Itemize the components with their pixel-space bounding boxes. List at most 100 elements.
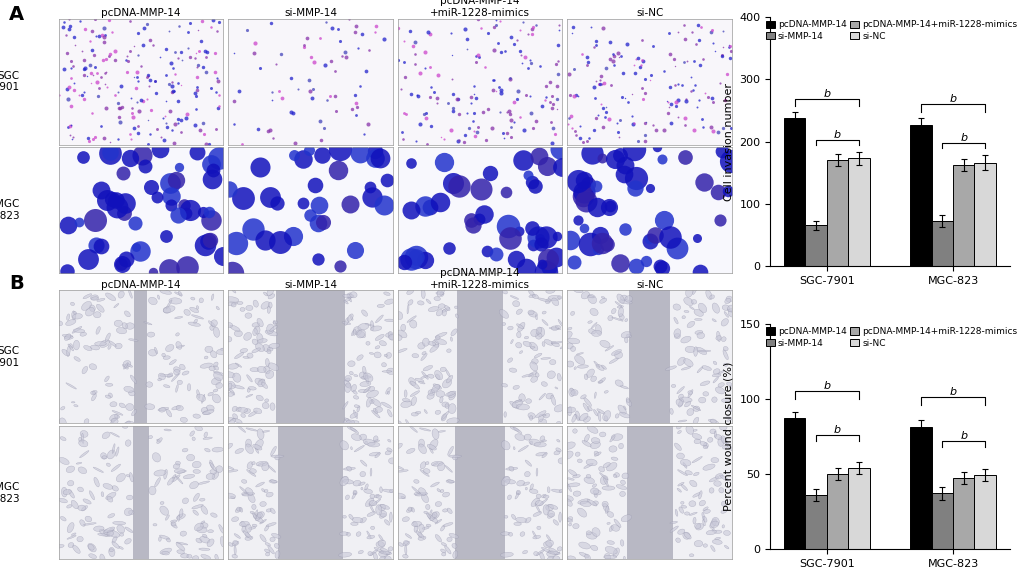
Point	[466, 127, 482, 136]
Ellipse shape	[385, 451, 391, 455]
Point	[195, 208, 211, 217]
Point	[549, 40, 566, 50]
Point	[96, 32, 112, 42]
Ellipse shape	[368, 386, 374, 391]
Point	[662, 99, 679, 108]
Ellipse shape	[603, 555, 616, 559]
Point	[582, 23, 598, 32]
Ellipse shape	[590, 442, 600, 449]
Ellipse shape	[435, 502, 441, 506]
Ellipse shape	[79, 451, 89, 458]
Point	[472, 185, 488, 194]
Ellipse shape	[92, 394, 96, 401]
Point	[689, 234, 705, 243]
Ellipse shape	[228, 543, 233, 546]
Ellipse shape	[271, 455, 283, 457]
Point	[611, 258, 628, 268]
Point	[548, 82, 565, 91]
Ellipse shape	[543, 413, 549, 418]
Ellipse shape	[190, 431, 195, 436]
Ellipse shape	[676, 453, 684, 459]
Ellipse shape	[514, 522, 521, 525]
Point	[687, 39, 703, 49]
Point	[559, 119, 576, 128]
Ellipse shape	[723, 545, 729, 549]
Ellipse shape	[406, 420, 409, 425]
Ellipse shape	[538, 414, 543, 421]
Ellipse shape	[226, 470, 237, 472]
Ellipse shape	[454, 306, 458, 309]
Ellipse shape	[693, 429, 697, 431]
Ellipse shape	[369, 452, 380, 456]
Ellipse shape	[67, 535, 76, 539]
Point	[561, 236, 578, 245]
Point	[541, 97, 557, 106]
Ellipse shape	[610, 350, 621, 355]
Ellipse shape	[128, 391, 135, 396]
Point	[699, 92, 715, 102]
Ellipse shape	[610, 308, 615, 314]
Ellipse shape	[173, 369, 180, 375]
Ellipse shape	[97, 298, 105, 301]
Ellipse shape	[225, 323, 232, 328]
Ellipse shape	[692, 434, 701, 439]
Ellipse shape	[603, 416, 607, 421]
Title: si-MMP-14: si-MMP-14	[283, 280, 336, 290]
Point	[412, 69, 428, 78]
Ellipse shape	[541, 381, 547, 386]
Ellipse shape	[599, 298, 606, 303]
Point	[139, 73, 155, 82]
Point	[457, 130, 473, 139]
Ellipse shape	[447, 480, 454, 483]
Point	[193, 37, 209, 46]
Point	[463, 98, 479, 108]
Ellipse shape	[354, 405, 359, 408]
Ellipse shape	[353, 410, 357, 418]
Ellipse shape	[729, 386, 733, 389]
Point	[129, 68, 146, 77]
Point	[592, 71, 608, 80]
Point	[88, 62, 104, 71]
Ellipse shape	[708, 477, 718, 482]
Point	[477, 135, 493, 144]
Ellipse shape	[201, 521, 205, 524]
Point	[626, 144, 642, 154]
Point	[167, 120, 183, 129]
Ellipse shape	[270, 537, 275, 542]
Ellipse shape	[180, 554, 189, 558]
Point	[553, 162, 570, 172]
Point	[316, 123, 332, 132]
Point	[118, 68, 135, 77]
Ellipse shape	[256, 461, 268, 466]
Point	[676, 120, 692, 129]
Point	[189, 62, 205, 71]
Bar	[277, 427, 343, 560]
Bar	[457, 290, 502, 423]
Ellipse shape	[592, 501, 598, 505]
Ellipse shape	[269, 480, 276, 483]
Point	[127, 242, 144, 251]
Ellipse shape	[411, 397, 416, 406]
Point	[444, 89, 461, 98]
Ellipse shape	[95, 342, 106, 346]
Ellipse shape	[363, 439, 375, 446]
Ellipse shape	[208, 529, 213, 533]
Point	[714, 124, 731, 133]
Point	[284, 108, 301, 117]
Ellipse shape	[174, 469, 184, 473]
Point	[61, 83, 77, 92]
Ellipse shape	[701, 513, 704, 520]
Point	[505, 117, 522, 126]
Ellipse shape	[441, 412, 448, 420]
Point	[566, 65, 582, 74]
Ellipse shape	[436, 287, 444, 297]
Ellipse shape	[255, 439, 263, 449]
Ellipse shape	[374, 453, 380, 458]
Ellipse shape	[523, 341, 531, 347]
Ellipse shape	[720, 436, 727, 444]
Point	[75, 95, 92, 104]
Point	[525, 22, 541, 31]
Point	[157, 111, 173, 120]
Point	[722, 47, 739, 56]
Ellipse shape	[249, 411, 257, 417]
